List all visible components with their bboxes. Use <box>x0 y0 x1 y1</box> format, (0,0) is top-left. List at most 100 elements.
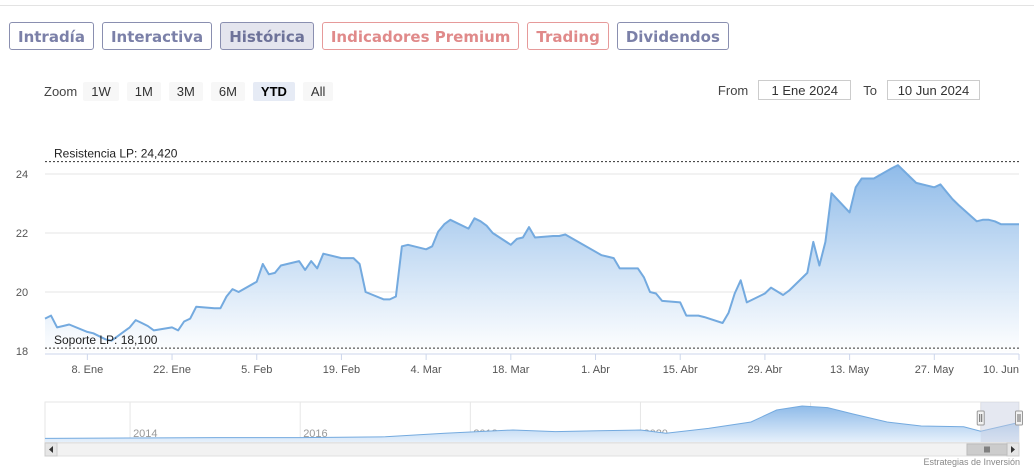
zoom-ytd-button[interactable]: YTD <box>252 81 295 101</box>
data-point[interactable] <box>61 324 65 328</box>
data-point[interactable] <box>303 268 307 272</box>
data-point[interactable] <box>557 234 561 238</box>
data-point[interactable] <box>605 254 609 258</box>
tab-intradia[interactable]: Intradía <box>9 22 94 50</box>
data-point[interactable] <box>660 299 664 303</box>
data-point[interactable] <box>194 305 198 309</box>
tab-interactiva[interactable]: Interactiva <box>101 22 213 50</box>
data-point[interactable] <box>297 259 301 263</box>
data-point[interactable] <box>49 313 53 317</box>
data-point[interactable] <box>273 271 277 275</box>
data-point[interactable] <box>642 275 646 279</box>
data-point[interactable] <box>170 325 174 329</box>
zoom-3m-button[interactable]: 3M <box>168 81 203 101</box>
data-point[interactable] <box>388 297 392 301</box>
from-date-input[interactable]: 1 Ene 2024 <box>758 80 852 100</box>
data-point[interactable] <box>134 318 138 322</box>
data-point[interactable] <box>218 306 222 310</box>
data-point[interactable] <box>321 252 325 256</box>
data-point[interactable] <box>908 175 912 179</box>
data-point[interactable] <box>309 259 313 263</box>
data-point[interactable] <box>267 272 271 276</box>
navigator-left-handle[interactable] <box>976 410 985 426</box>
data-point[interactable] <box>551 234 555 238</box>
data-point[interactable] <box>817 263 821 267</box>
data-point[interactable] <box>448 218 452 222</box>
data-point[interactable] <box>315 266 319 270</box>
data-point[interactable] <box>442 222 446 226</box>
data-point[interactable] <box>424 247 428 251</box>
data-point[interactable] <box>726 311 730 315</box>
data-point[interactable] <box>255 280 259 284</box>
data-point[interactable] <box>509 243 513 247</box>
data-point[interactable] <box>847 210 851 214</box>
data-point[interactable] <box>823 240 827 244</box>
data-point[interactable] <box>466 226 470 230</box>
data-point[interactable] <box>981 218 985 222</box>
data-point[interactable] <box>690 313 694 317</box>
data-point[interactable] <box>146 324 150 328</box>
data-point[interactable] <box>618 266 622 270</box>
data-point[interactable] <box>436 229 440 233</box>
data-point[interactable] <box>612 256 616 260</box>
data-point[interactable] <box>999 222 1003 226</box>
data-point[interactable] <box>140 321 144 325</box>
tab-dividendos[interactable]: Dividendos <box>616 22 729 50</box>
navigator-selection[interactable] <box>980 402 1019 442</box>
data-point[interactable] <box>648 290 652 294</box>
data-point[interactable] <box>914 181 918 185</box>
data-point[interactable] <box>950 197 954 201</box>
zoom-1w-button[interactable]: 1W <box>83 81 119 101</box>
data-point[interactable] <box>769 285 773 289</box>
data-point[interactable] <box>521 235 525 239</box>
data-point[interactable] <box>176 328 180 332</box>
data-point[interactable] <box>860 176 864 180</box>
data-point[interactable] <box>394 294 398 298</box>
data-point[interactable] <box>739 278 743 282</box>
data-point[interactable] <box>43 316 47 320</box>
data-point[interactable] <box>261 262 265 266</box>
data-point[interactable] <box>599 253 603 257</box>
data-point[interactable] <box>357 262 361 266</box>
zoom-1m-button[interactable]: 1M <box>126 81 161 101</box>
zoom-all-button[interactable]: All <box>302 81 334 101</box>
data-point[interactable] <box>678 300 682 304</box>
data-point[interactable] <box>188 316 192 320</box>
data-point[interactable] <box>811 240 815 244</box>
data-point[interactable] <box>829 191 833 195</box>
data-point[interactable] <box>533 235 537 239</box>
data-point[interactable] <box>854 185 858 189</box>
data-point[interactable] <box>351 256 355 260</box>
data-point[interactable] <box>866 176 870 180</box>
tab-historica[interactable]: Histórica <box>220 22 314 50</box>
data-point[interactable] <box>781 293 785 297</box>
data-point[interactable] <box>733 291 737 295</box>
data-point[interactable] <box>890 166 894 170</box>
data-point[interactable] <box>563 232 567 236</box>
data-point[interactable] <box>345 256 349 260</box>
data-point[interactable] <box>938 182 942 186</box>
data-point[interactable] <box>224 294 228 298</box>
data-point[interactable] <box>872 176 876 180</box>
data-point[interactable] <box>1017 222 1021 226</box>
data-point[interactable] <box>745 300 749 304</box>
data-point[interactable] <box>152 328 156 332</box>
data-point[interactable] <box>55 325 59 329</box>
data-point[interactable] <box>987 218 991 222</box>
data-point[interactable] <box>236 290 240 294</box>
data-point[interactable] <box>339 256 343 260</box>
data-point[interactable] <box>400 244 404 248</box>
data-point[interactable] <box>896 163 900 167</box>
data-point[interactable] <box>279 263 283 267</box>
data-point[interactable] <box>684 313 688 317</box>
zoom-6m-button[interactable]: 6M <box>210 81 245 101</box>
data-point[interactable] <box>975 219 979 223</box>
data-point[interactable] <box>430 244 434 248</box>
data-point[interactable] <box>527 225 531 229</box>
data-point[interactable] <box>993 219 997 223</box>
data-point[interactable] <box>787 288 791 292</box>
data-point[interactable] <box>636 266 640 270</box>
data-point[interactable] <box>702 315 706 319</box>
data-point[interactable] <box>902 169 906 173</box>
data-point[interactable] <box>696 313 700 317</box>
